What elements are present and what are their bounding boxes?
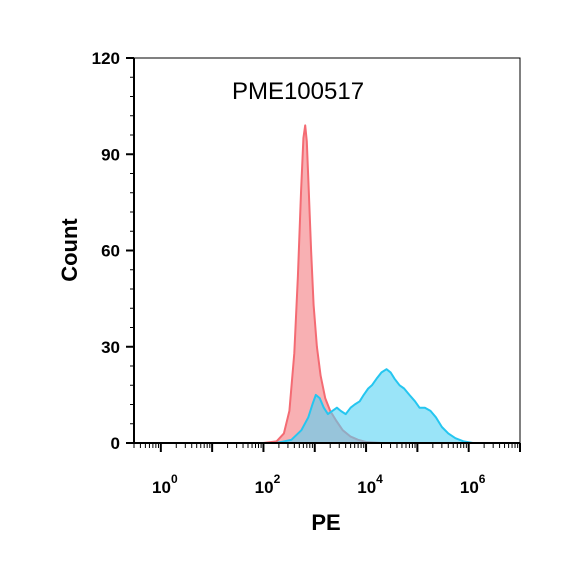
x-tick-label: 102 xyxy=(255,472,281,497)
plot-frame xyxy=(133,57,521,444)
y-axis-ticks: 0 30 60 90 120 xyxy=(92,49,134,453)
sample-annotation: PME100517 xyxy=(232,78,364,105)
series-area-2 xyxy=(134,369,520,443)
series-line-2 xyxy=(134,368,520,444)
x-tick-label: 104 xyxy=(357,472,383,497)
y-axis-title: Count xyxy=(57,218,82,282)
series-layer xyxy=(134,124,520,444)
y-tick-label: 60 xyxy=(101,242,120,261)
series-line-1 xyxy=(134,124,520,444)
x-axis-title: PE xyxy=(311,510,340,535)
y-tick-label: 30 xyxy=(101,338,120,357)
x-axis-ticks: 100 102 104 106 xyxy=(133,443,521,497)
x-tick-label: 100 xyxy=(152,472,178,497)
y-tick-label: 90 xyxy=(101,145,120,164)
y-tick-label: 0 xyxy=(111,434,120,453)
series-area-1 xyxy=(134,125,520,444)
x-tick-label: 106 xyxy=(460,472,486,497)
y-tick-label: 120 xyxy=(92,49,120,68)
